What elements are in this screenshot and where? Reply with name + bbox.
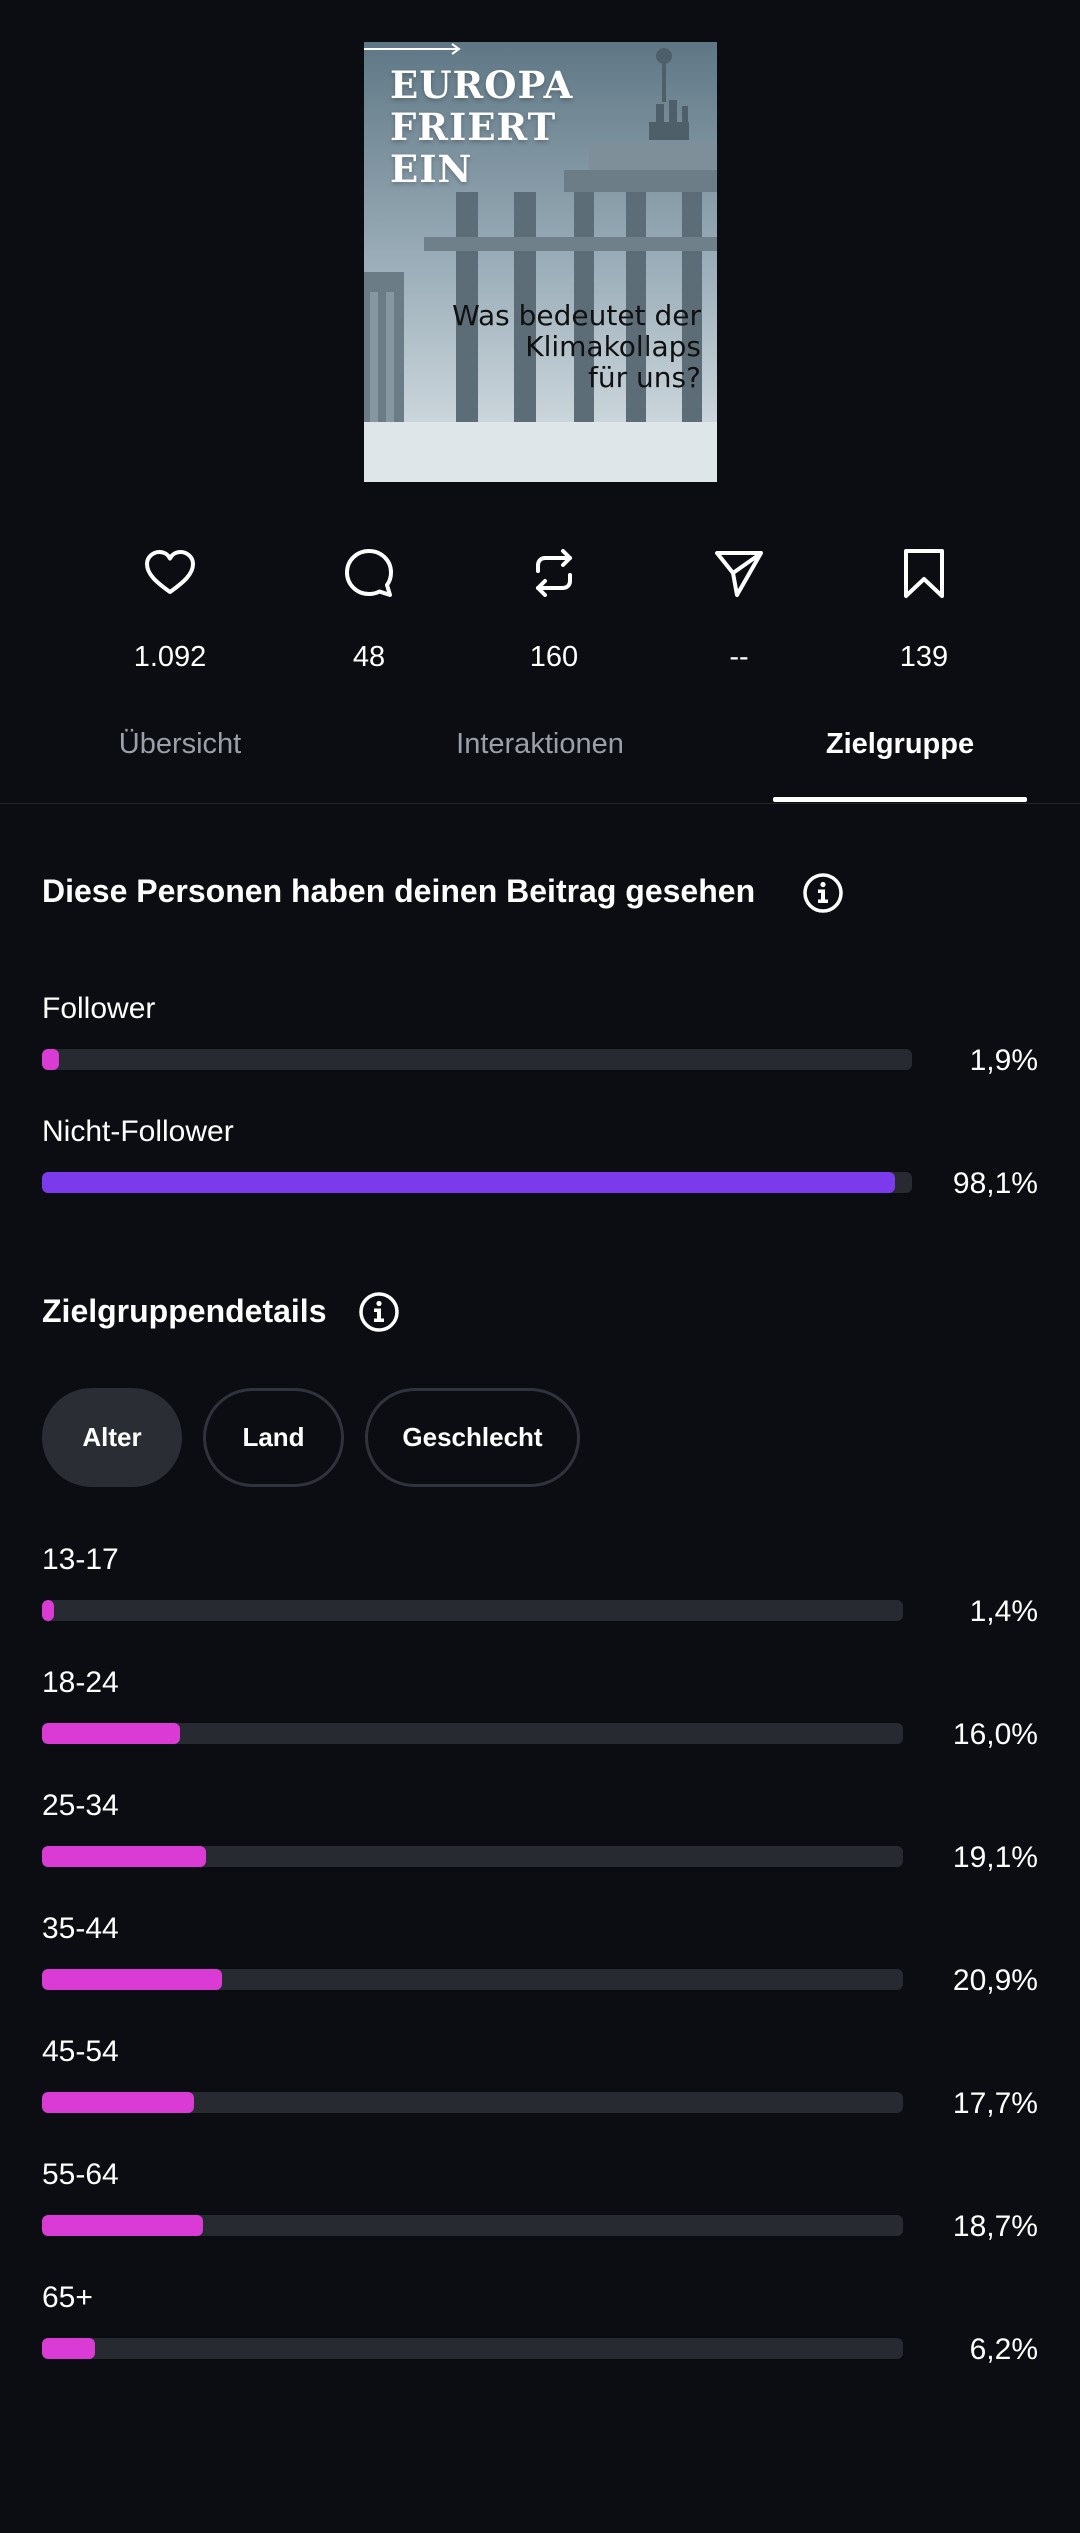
follower-label: Follower: [42, 992, 156, 1025]
shares-count: --: [729, 641, 749, 673]
follower-bar: [42, 1049, 912, 1070]
details-section-title: Zielgruppendetails: [42, 1293, 327, 1329]
reposts-stat[interactable]: 160: [464, 545, 644, 674]
age-bar: [42, 2092, 903, 2113]
repost-icon: [536, 549, 572, 597]
age-percentage: 17,7%: [952, 2087, 1038, 2120]
age-bar-fill: [42, 2215, 203, 2236]
info-icon[interactable]: [802, 872, 844, 914]
age-bar: [42, 2338, 903, 2359]
age-label: 13-17: [42, 1543, 119, 1576]
info-icon[interactable]: [358, 1291, 400, 1333]
comments-stat[interactable]: 48: [279, 545, 459, 674]
age-bar-fill: [42, 1600, 55, 1621]
tabs-divider: [0, 803, 1080, 804]
age-percentage: 16,0%: [952, 1718, 1038, 1751]
age-bar-fill: [42, 1969, 222, 1990]
filter-chip-age[interactable]: Alter: [42, 1388, 182, 1487]
follower-bar-fill: [42, 1049, 59, 1070]
tab-overview[interactable]: Übersicht: [118, 728, 242, 760]
age-percentage: 1,4%: [969, 1595, 1038, 1628]
shares-stat[interactable]: --: [649, 545, 829, 674]
arrow-right-icon: [364, 43, 461, 55]
age-percentage: 19,1%: [952, 1841, 1038, 1874]
age-label: 35-44: [42, 1912, 119, 1945]
age-bar: [42, 1600, 903, 1621]
comment-icon: [345, 549, 393, 597]
age-bar-fill: [42, 1846, 207, 1867]
age-label: 45-54: [42, 2035, 119, 2068]
age-bar: [42, 1969, 903, 1990]
audience-section-title: Diese Personen haben deinen Beitrag gese…: [42, 873, 756, 909]
likes-stat[interactable]: 1.092: [80, 545, 260, 674]
share-icon: [715, 551, 763, 597]
reposts-count: 160: [529, 641, 579, 673]
non-follower-bar: [42, 1172, 912, 1193]
follower-percentage: 1,9%: [969, 1044, 1038, 1077]
tab-audience[interactable]: Zielgruppe: [825, 728, 975, 760]
age-percentage: 18,7%: [952, 2210, 1038, 2243]
comments-count: 48: [352, 641, 386, 673]
age-percentage: 20,9%: [952, 1964, 1038, 1997]
age-label: 18-24: [42, 1666, 119, 1699]
heart-icon: [145, 550, 195, 594]
saves-stat[interactable]: 139: [834, 545, 1014, 674]
filter-chip-country[interactable]: Land: [203, 1388, 344, 1487]
non-follower-percentage: 98,1%: [952, 1167, 1038, 1200]
filter-chip-gender[interactable]: Geschlecht: [365, 1388, 580, 1487]
age-bar-fill: [42, 1723, 180, 1744]
bookmark-icon: [904, 549, 944, 598]
age-bar: [42, 1723, 903, 1744]
active-tab-indicator: [773, 797, 1027, 802]
tab-interactions[interactable]: Interaktionen: [456, 728, 624, 760]
age-label: 25-34: [42, 1789, 119, 1822]
non-follower-bar-fill: [42, 1172, 896, 1193]
age-label: 65+: [42, 2281, 93, 2314]
post-cover-image[interactable]: EUROPA FRIERT EIN Was bedeutet der Klima…: [364, 42, 717, 482]
age-bar-fill: [42, 2092, 195, 2113]
age-percentage: 6,2%: [969, 2333, 1038, 2366]
cover-title: EUROPA FRIERT EIN: [390, 63, 574, 191]
age-bar: [42, 1846, 903, 1867]
saves-count: 139: [899, 641, 949, 673]
likes-count: 1.092: [133, 641, 207, 673]
age-bar-fill: [42, 2338, 96, 2359]
age-label: 55-64: [42, 2158, 119, 2191]
cover-subtitle: Was bedeutet der Klimakollaps für uns?: [452, 299, 701, 394]
non-follower-label: Nicht-Follower: [42, 1115, 234, 1148]
age-bar: [42, 2215, 903, 2236]
brandenburg-gate-illustration: [364, 42, 717, 482]
